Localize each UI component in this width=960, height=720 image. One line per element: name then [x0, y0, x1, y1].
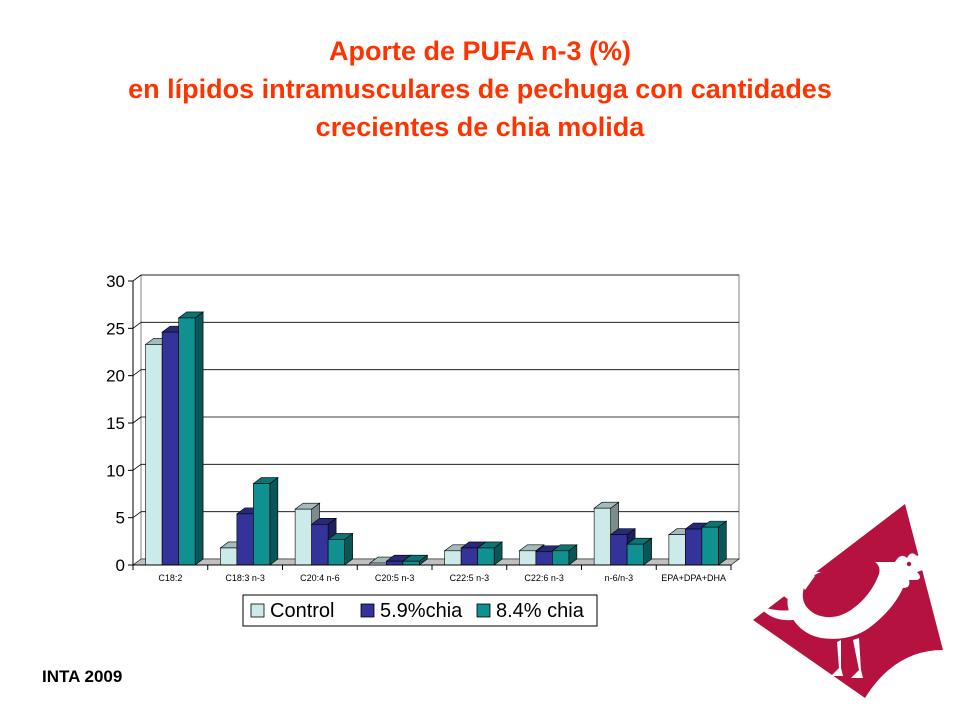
bar-side	[194, 311, 204, 566]
bar	[668, 534, 686, 566]
gridline-side	[132, 322, 142, 329]
gridline-side	[132, 369, 142, 376]
y-tick-label: 5	[116, 509, 125, 528]
x-tick-label: C20:5 n-3	[375, 573, 415, 583]
x-tick-label: C18:3 n-3	[225, 573, 265, 583]
legend-label: Control	[270, 600, 334, 622]
gridline-side	[132, 511, 142, 518]
x-tick-label: C20:4 n-6	[300, 573, 340, 583]
chart-title: Aporte de PUFA n-3 (%) en lípidos intram…	[0, 32, 960, 146]
bar	[161, 331, 179, 566]
bar	[236, 513, 254, 566]
bar	[460, 547, 478, 566]
legend-swatch	[476, 603, 491, 618]
y-tick-label: 25	[106, 319, 125, 338]
bar	[519, 550, 537, 566]
x-tick-label: C18:2	[158, 573, 182, 583]
bar	[552, 550, 570, 566]
bar	[386, 560, 404, 566]
legend-label: 5.9%chia	[380, 600, 463, 622]
bar	[477, 547, 495, 566]
bar-side	[269, 476, 279, 566]
bar	[311, 523, 329, 566]
y-tick-label: 15	[106, 414, 125, 433]
bar	[220, 547, 238, 566]
y-tick-label: 10	[106, 461, 125, 480]
bar	[593, 507, 611, 566]
bar	[685, 528, 703, 566]
title-line-3: crecientes de chia molida	[315, 112, 645, 142]
legend-label: 8.4% chia	[496, 600, 585, 622]
x-tick-label: n-6/n-3	[605, 573, 634, 583]
bars-layer	[144, 311, 728, 566]
grid-layer	[132, 274, 740, 566]
x-tick-label: C22:5 n-3	[450, 573, 490, 583]
bar-side	[718, 520, 727, 566]
axis-layer: 0 5 10 15 20 25 30 C18:2 C18:3 n-3 C20:4 n-6 C20:5…	[106, 272, 732, 583]
title-line-1: Aporte de PUFA n-3 (%)	[328, 36, 631, 66]
y-tick-label: 30	[106, 272, 125, 291]
gridline-side	[132, 464, 142, 471]
x-tick-label: C22:6 n-3	[524, 573, 564, 583]
bar	[253, 483, 271, 566]
bar	[402, 560, 420, 566]
gridline-side	[132, 416, 142, 424]
bar	[444, 550, 462, 566]
bar	[626, 543, 644, 566]
bar	[535, 551, 553, 566]
x-tick-label: EPA+DPA+DHA	[661, 573, 726, 583]
y-tick-label: 20	[106, 367, 125, 386]
bar	[327, 539, 345, 566]
legend-swatch	[360, 603, 375, 618]
gridline-side	[132, 274, 142, 282]
title-line-2: en lípidos intramusculares de pechuga co…	[128, 74, 832, 104]
legend: Control 5.9%chia 8.4% chia	[242, 594, 598, 627]
footer-credit: INTA 2009	[42, 667, 123, 686]
rooster-logo-icon	[753, 504, 943, 698]
bar	[145, 344, 163, 566]
bar	[294, 508, 312, 566]
legend-swatch	[250, 603, 265, 618]
legend-box	[242, 594, 598, 627]
bar	[178, 317, 196, 566]
bar	[610, 534, 628, 566]
y-tick-label: 0	[116, 556, 125, 575]
bar	[701, 526, 719, 566]
